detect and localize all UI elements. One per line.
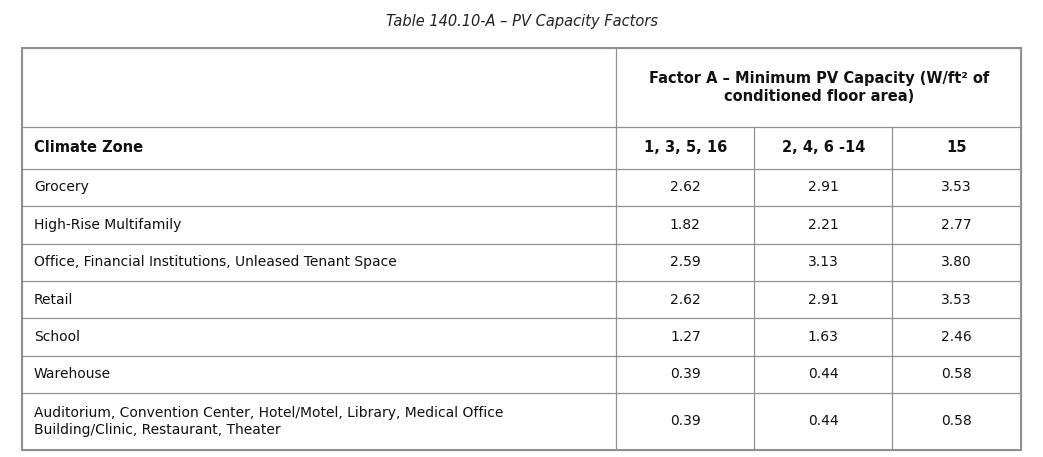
Text: 2.21: 2.21 — [808, 218, 839, 232]
Text: 0.44: 0.44 — [808, 367, 839, 381]
Bar — [22, 318, 616, 356]
Bar — [892, 127, 1021, 169]
Text: 0.39: 0.39 — [670, 367, 701, 381]
Text: 0.44: 0.44 — [808, 414, 839, 429]
Text: School: School — [34, 330, 80, 344]
Text: 0.58: 0.58 — [941, 414, 972, 429]
Bar — [22, 48, 1021, 450]
Text: Office, Financial Institutions, Unleased Tenant Space: Office, Financial Institutions, Unleased… — [34, 255, 396, 269]
Bar — [616, 318, 754, 356]
Text: 0.58: 0.58 — [941, 367, 972, 381]
Bar — [754, 169, 892, 206]
Text: 2.91: 2.91 — [807, 292, 839, 307]
Bar — [616, 281, 754, 318]
Bar — [22, 244, 616, 281]
Text: Retail: Retail — [34, 292, 73, 307]
Bar — [22, 281, 616, 318]
Text: 2.62: 2.62 — [670, 181, 701, 195]
Text: 1.82: 1.82 — [670, 218, 701, 232]
Bar — [616, 127, 754, 169]
Bar — [616, 356, 754, 393]
Bar — [892, 281, 1021, 318]
Bar — [616, 393, 754, 450]
Bar — [892, 206, 1021, 244]
Text: 2.77: 2.77 — [941, 218, 972, 232]
Bar — [892, 393, 1021, 450]
Text: Table 140.10-A – PV Capacity Factors: Table 140.10-A – PV Capacity Factors — [386, 15, 657, 30]
Text: 2.62: 2.62 — [670, 292, 701, 307]
Bar — [754, 318, 892, 356]
Text: Grocery: Grocery — [34, 181, 89, 195]
Text: 0.39: 0.39 — [670, 414, 701, 429]
Text: 2.46: 2.46 — [941, 330, 972, 344]
Bar — [22, 206, 616, 244]
Text: 1.27: 1.27 — [670, 330, 701, 344]
Bar — [892, 356, 1021, 393]
Text: 3.53: 3.53 — [941, 292, 972, 307]
Text: 15: 15 — [946, 140, 967, 155]
Bar — [754, 281, 892, 318]
Bar — [616, 244, 754, 281]
Text: 2.59: 2.59 — [670, 255, 701, 269]
Text: Factor A – Minimum PV Capacity (W/ft² of
conditioned floor area): Factor A – Minimum PV Capacity (W/ft² of… — [649, 71, 989, 104]
Text: Climate Zone: Climate Zone — [34, 140, 143, 155]
Bar — [22, 356, 616, 393]
Bar — [754, 127, 892, 169]
Text: 3.13: 3.13 — [808, 255, 839, 269]
Bar — [892, 244, 1021, 281]
Bar — [22, 393, 616, 450]
Text: High-Rise Multifamily: High-Rise Multifamily — [34, 218, 181, 232]
Text: 2, 4, 6 -14: 2, 4, 6 -14 — [781, 140, 865, 155]
Text: Auditorium, Convention Center, Hotel/Motel, Library, Medical Office
Building/Cli: Auditorium, Convention Center, Hotel/Mot… — [34, 406, 504, 436]
Bar — [22, 127, 616, 169]
Bar — [754, 393, 892, 450]
Text: 1, 3, 5, 16: 1, 3, 5, 16 — [644, 140, 727, 155]
Text: 3.53: 3.53 — [941, 181, 972, 195]
Bar — [22, 169, 616, 206]
Bar — [754, 206, 892, 244]
Bar — [616, 48, 1021, 127]
Bar — [754, 356, 892, 393]
Text: 1.63: 1.63 — [807, 330, 839, 344]
Bar — [892, 169, 1021, 206]
Text: 2.91: 2.91 — [807, 181, 839, 195]
Bar — [892, 318, 1021, 356]
Bar — [22, 48, 616, 127]
Bar — [616, 206, 754, 244]
Bar — [616, 169, 754, 206]
Bar — [754, 244, 892, 281]
Text: Warehouse: Warehouse — [34, 367, 112, 381]
Text: 3.80: 3.80 — [941, 255, 972, 269]
